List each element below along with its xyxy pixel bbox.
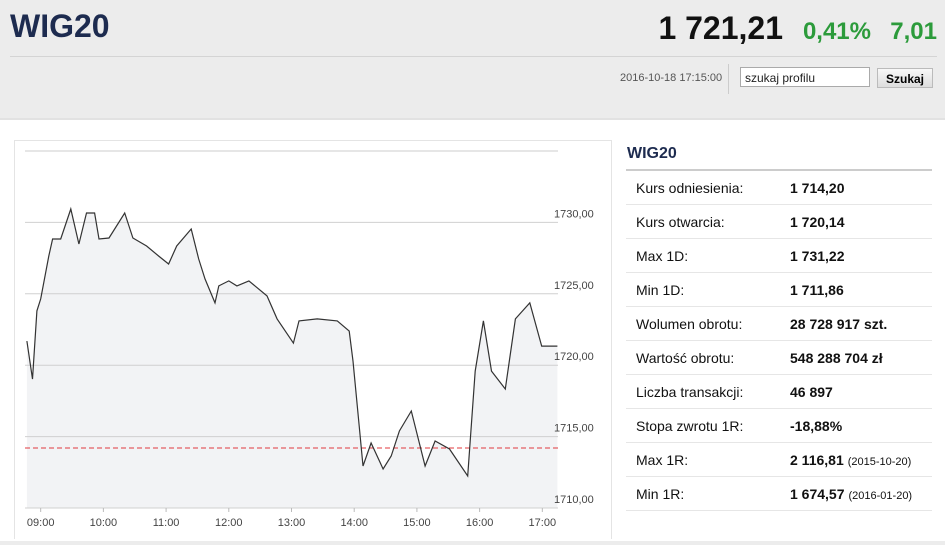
table-row: Wartość obrotu: 548 288 704 zł (626, 341, 932, 375)
row-note: (2015-10-20) (847, 456, 912, 468)
table-row: Liczba transakcji: 46 897 (626, 375, 932, 409)
row-label: Max 1R: (636, 452, 689, 468)
x-tick-label: 10:00 (90, 517, 118, 529)
row-value: 2 116,81 (790, 452, 844, 468)
chart-box: 1710,00 1715,00 1720,00 1725,00 1730,00 09:00… (14, 140, 612, 539)
search-button[interactable]: Szukaj (877, 68, 933, 88)
row-value: 46 897 (790, 384, 833, 400)
y-tick-label: 1710,00 (554, 494, 594, 506)
x-tick-label: 16:00 (466, 517, 494, 529)
x-tick-label: 09:00 (27, 517, 55, 529)
x-tick-label: 17:00 (529, 517, 557, 529)
row-value: -18,88% (790, 418, 843, 434)
price-line (26, 206, 558, 478)
row-value: 548 288 704 zł (790, 350, 883, 366)
row-value: 1 731,22 (790, 248, 845, 264)
table-row: Min 1R: 1 674,57 (2016-01-20) (626, 477, 932, 511)
row-value: 1 711,86 (790, 282, 844, 298)
row-value-group: 1 674,57 (2016-01-20) (790, 486, 912, 502)
x-tick-label: 11:00 (153, 517, 180, 529)
table-row: Min 1D: 1 711,86 (626, 273, 932, 307)
table-rule (626, 169, 932, 171)
row-value: 1 714,20 (790, 180, 845, 196)
x-tick-label: 12:00 (215, 517, 243, 529)
row-label: Wolumen obrotu: (636, 316, 743, 332)
y-tick-label: 1730,00 (554, 208, 594, 220)
search-input[interactable]: szukaj profilu (740, 67, 870, 87)
row-value: 1 720,14 (790, 214, 845, 230)
table-row: Kurs otwarcia: 1 720,14 (626, 205, 932, 239)
index-title: WIG20 (10, 8, 110, 44)
separator (728, 64, 729, 94)
row-label: Kurs odniesienia: (636, 180, 744, 196)
table-row: Stopa zwrotu 1R: -18,88% (626, 409, 932, 443)
row-label: Stopa zwrotu 1R: (636, 418, 744, 434)
table-title: WIG20 (627, 145, 677, 162)
price-area (26, 209, 558, 508)
row-label: Kurs otwarcia: (636, 214, 725, 230)
row-label: Liczba transakcji: (636, 384, 744, 400)
datetime: 2016-10-18 17:15:00 (620, 72, 723, 84)
table-row: Kurs odniesienia: 1 714,20 (626, 171, 932, 205)
row-label: Min 1D: (636, 282, 685, 298)
change-pct: 0,41% (802, 18, 871, 45)
table-row: Wolumen obrotu: 28 728 917 szt. (626, 307, 932, 341)
row-note: (2016-01-20) (848, 490, 913, 502)
row-label: Wartość obrotu: (636, 350, 735, 366)
x-tick-label: 13:00 (278, 517, 306, 529)
row-value: 28 728 917 szt. (790, 316, 888, 332)
row-label: Min 1R: (636, 486, 685, 502)
row-value-group: 2 116,81 (2015-10-20) (790, 452, 911, 468)
divider (10, 56, 937, 57)
price: 1 721,21 (658, 10, 783, 46)
y-tick-label: 1720,00 (554, 351, 594, 363)
y-tick-label: 1725,00 (554, 280, 594, 292)
row-label: Max 1D: (636, 248, 689, 264)
table-row: Max 1R: 2 116,81 (2015-10-20) (626, 443, 932, 477)
chart: 1710,00 1715,00 1720,00 1725,00 1730,00 09:00… (25, 150, 594, 529)
x-tick-label: 15:00 (403, 517, 431, 529)
y-tick-label: 1715,00 (554, 423, 594, 435)
x-tick-label: 14:00 (340, 517, 368, 529)
row-value: 1 674,57 (790, 486, 845, 502)
change: 7,01 (890, 18, 937, 45)
table-row: Max 1D: 1 731,22 (626, 239, 932, 273)
